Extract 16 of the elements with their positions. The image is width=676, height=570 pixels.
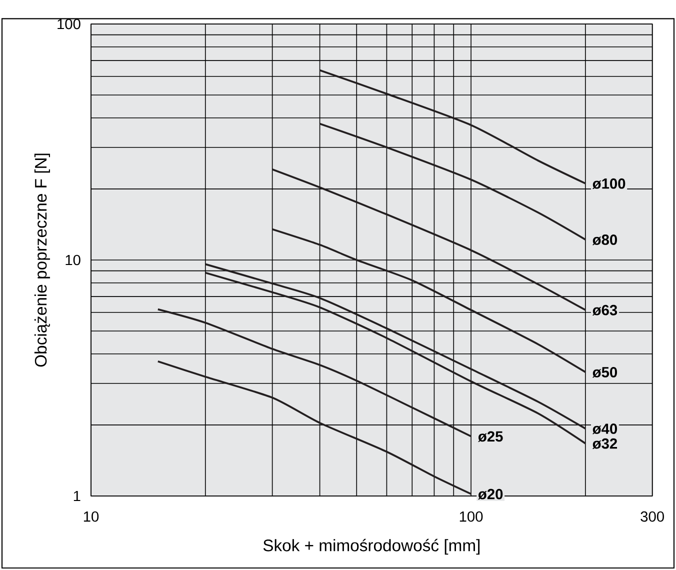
y-tick-label: 100 xyxy=(58,18,80,30)
x-tick-label: 10 xyxy=(84,511,99,522)
series-label: ø20 xyxy=(478,488,503,500)
x-tick-label: 300 xyxy=(640,511,664,522)
y-axis-title: Obciążenie poprzeczne F [N] xyxy=(34,154,50,367)
series-label: ø32 xyxy=(592,438,618,449)
series-label: ø25 xyxy=(478,431,503,442)
x-tick-label: 100 xyxy=(460,511,483,522)
series-label: ø100 xyxy=(592,178,626,190)
y-tick-label: 1 xyxy=(74,490,80,502)
series-label: ø50 xyxy=(592,367,617,378)
y-tick-label: 10 xyxy=(66,254,80,266)
series-label: ø40 xyxy=(592,424,617,434)
series-label: ø80 xyxy=(592,234,617,246)
series-label: ø63 xyxy=(592,304,618,316)
x-axis-title: Skok + mimośrodowość [mm] xyxy=(263,538,480,555)
